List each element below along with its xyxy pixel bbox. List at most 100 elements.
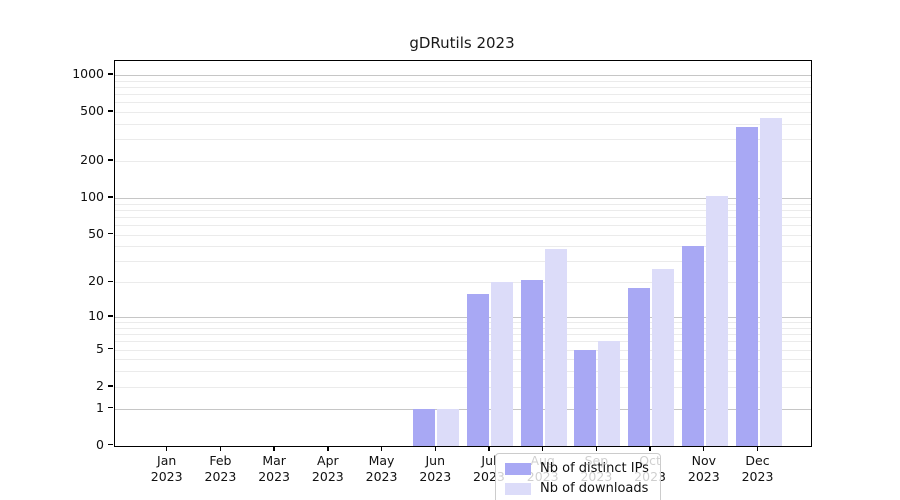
bar-ips-dec	[735, 127, 758, 446]
plot-area: Nb of distinct IPs Nb of downloads	[114, 60, 812, 500]
x-tick-label: Dec 2023	[726, 453, 790, 485]
x-tick-month: Nov	[691, 453, 716, 468]
gridline-minor	[115, 282, 811, 284]
gridline-minor	[115, 334, 811, 336]
x-tick-year: 2023	[311, 469, 344, 484]
y-tick-mark	[108, 280, 113, 283]
bar-downloads-nov	[705, 195, 728, 446]
bar-ips-sep	[574, 349, 597, 446]
gridline-minor	[115, 161, 811, 163]
y-tick-label: 0	[96, 436, 104, 452]
gridline-minor	[115, 86, 811, 88]
legend: Nb of distinct IPs Nb of downloads	[495, 453, 661, 500]
x-tick-year: 2023	[365, 469, 398, 484]
gridline-minor	[115, 349, 811, 351]
x-tick-month: Feb	[209, 453, 232, 468]
legend-swatch-distinct-ips	[505, 462, 531, 475]
x-tick-month: May	[368, 453, 395, 468]
y-tick-mark	[108, 385, 113, 387]
x-tick-year: 2023	[204, 469, 237, 484]
x-tick-year: 2023	[741, 469, 774, 484]
x-tick-year: 2023	[150, 469, 183, 484]
legend-label-downloads: Nb of downloads	[540, 481, 649, 496]
gridline-minor	[115, 327, 811, 329]
x-tick-month: Jan	[157, 453, 177, 468]
x-tick-label: May 2023	[350, 453, 414, 485]
bar-ips-nov	[681, 246, 704, 446]
bar-ips-jun	[413, 408, 436, 446]
gridline-minor	[115, 217, 811, 219]
y-tick-label: 50	[88, 225, 104, 241]
x-tick-year: 2023	[419, 469, 452, 484]
gridline-minor	[115, 102, 811, 104]
gridline-minor	[115, 386, 811, 388]
y-tick-mark	[108, 159, 113, 161]
x-tick-label: Jan 2023	[135, 453, 199, 485]
gridline-minor	[115, 203, 811, 205]
bar-ips-jul	[466, 293, 489, 446]
x-tick-month: Jun	[425, 453, 446, 468]
y-tick-label: 200	[80, 152, 104, 168]
chart-title: gDRutils 2023	[409, 34, 515, 52]
y-tick-mark	[108, 406, 113, 409]
x-tick-mark	[434, 446, 436, 451]
gridline-minor	[115, 112, 811, 114]
gridline-minor	[115, 322, 811, 324]
gridline-major	[115, 317, 811, 319]
gridline-minor	[115, 261, 811, 263]
gridline-minor	[115, 139, 811, 141]
gridline-minor	[115, 80, 811, 82]
x-tick-mark	[219, 446, 222, 451]
bar-downloads-aug	[544, 249, 567, 446]
gridline-major	[115, 198, 811, 200]
gridline-minor	[115, 246, 811, 248]
x-tick-mark	[541, 446, 544, 451]
y-tick-label: 20	[88, 273, 104, 289]
x-tick-year: 2023	[687, 469, 720, 484]
y-tick-mark	[108, 315, 113, 317]
y-tick-label: 1000	[72, 66, 104, 81]
y-tick-mark	[108, 110, 113, 112]
x-tick-mark	[595, 446, 598, 451]
x-tick-month: Apr	[317, 453, 339, 468]
y-tick-mark	[108, 347, 113, 350]
x-tick-label: Jun 2023	[403, 453, 467, 485]
y-tick-label: 500	[80, 103, 104, 119]
y-tick-mark	[108, 444, 113, 446]
x-tick-year: 2023	[258, 469, 291, 484]
legend-label-distinct-ips: Nb of distinct IPs	[540, 461, 649, 476]
x-tick-mark	[488, 446, 490, 451]
x-tick-mark	[327, 446, 329, 451]
y-tick-mark	[108, 196, 113, 198]
gridline-minor	[115, 359, 811, 361]
bar-downloads-dec	[759, 117, 782, 446]
y-tick-label: 5	[96, 340, 104, 356]
x-tick-month: Dec	[745, 453, 770, 468]
bar-downloads-sep	[598, 341, 621, 446]
x-tick-mark	[649, 446, 651, 451]
y-tick-label: 2	[96, 377, 104, 393]
gridline-major	[115, 408, 811, 410]
legend-item-downloads: Nb of downloads	[505, 480, 651, 497]
gridline-minor	[115, 124, 811, 126]
x-tick-mark	[380, 446, 383, 451]
x-tick-month: Mar	[262, 453, 286, 468]
y-tick-label: 100	[80, 189, 104, 205]
gridline-minor	[115, 234, 811, 236]
bar-ips-oct	[628, 287, 651, 446]
x-tick-label: Nov 2023	[672, 453, 736, 485]
gridline-minor	[115, 341, 811, 343]
bar-downloads-jul	[490, 282, 513, 446]
x-tick-label: Feb 2023	[188, 453, 252, 485]
gridline-major	[115, 75, 811, 76]
x-tick-mark	[756, 446, 759, 451]
x-tick-mark	[166, 446, 168, 451]
gridline-minor	[115, 371, 811, 373]
y-tick-label: 10	[88, 308, 104, 324]
gridline-minor	[115, 94, 811, 96]
x-tick-label: Mar 2023	[242, 453, 306, 485]
legend-swatch-downloads	[505, 482, 531, 495]
bar-downloads-oct	[652, 268, 675, 446]
y-tick-label: 1	[96, 399, 104, 415]
